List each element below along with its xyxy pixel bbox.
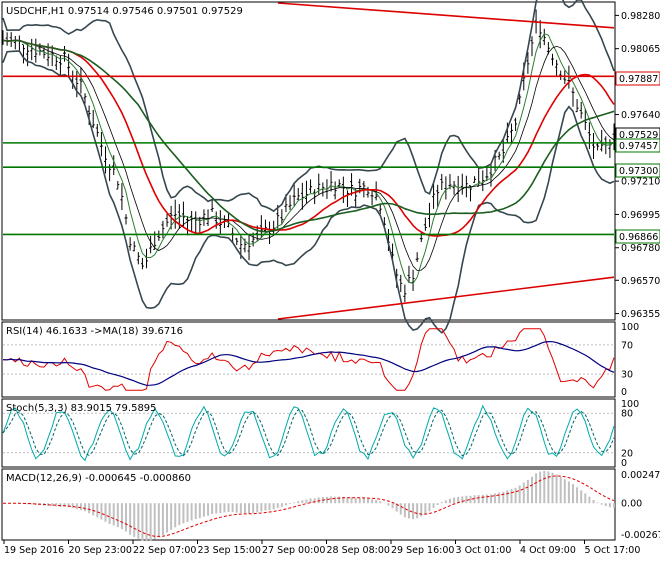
time-axis-label: 27 Sep 00:00: [262, 545, 325, 556]
rsi-tick-label: 30: [621, 370, 633, 381]
price-tick-label: 0.97210: [621, 177, 660, 188]
stoch-tick-label: 20: [621, 448, 633, 459]
stoch-pane: [1, 398, 616, 468]
price-tick-label: 0.97640: [621, 110, 660, 121]
bollinger-upper-line: [2, 0, 615, 213]
time-axis-label: 19 Sep 2016: [4, 545, 64, 556]
price-tick-label: 0.96995: [621, 210, 660, 221]
price-tag-res-red: 0.97887: [615, 71, 660, 86]
time-axis-label: 5 Oct 17:00: [585, 545, 641, 556]
price-tag-sup-g1: 0.97457: [615, 138, 660, 153]
macd-tick-label: 0.00: [621, 499, 642, 510]
price-tag-current-label: 0.97529: [619, 130, 658, 141]
macd-signal-line: [3, 475, 615, 537]
time-axis-label: 23 Sep 15:00: [198, 545, 261, 556]
time-axis-label: 20 Sep 23:00: [69, 545, 132, 556]
price-tag-sup-g2: 0.97300: [615, 163, 660, 178]
ma-mid-line: [2, 39, 615, 271]
price-tag-res-red-label: 0.97887: [619, 74, 658, 85]
price-tick-label: 0.98280: [621, 11, 660, 22]
price-tag-sup-g3: 0.96866: [615, 229, 660, 244]
macd-series-layer: [3, 470, 615, 542]
stoch-signal-line: [2, 409, 615, 457]
rsi-ma-line: [2, 340, 615, 386]
time-axis-label: 28 Sep 08:00: [327, 545, 390, 556]
price-pane-header: USDCHF,H1 0.97514 0.97546 0.97501 0.9752…: [6, 6, 243, 17]
rsi-line: [2, 328, 615, 391]
macd-pane-header: MACD(12,26,9) -0.000645 -0.000860: [6, 473, 191, 484]
price-tag-sup-g1-label: 0.97457: [619, 141, 658, 152]
price-tick-label: 0.96355: [621, 309, 660, 320]
stoch-main-line: [2, 404, 615, 462]
rsi-tick-label: 70: [621, 340, 633, 351]
price-tick-label: 0.96570: [621, 276, 660, 287]
rsi-pane: [1, 321, 616, 398]
price-tag-sup-g3-label: 0.96866: [619, 232, 658, 243]
time-axis-label: 22 Sep 07:00: [133, 545, 196, 556]
price-tick-label: 0.96780: [621, 243, 660, 254]
rsi-tick-label: 100: [621, 322, 639, 333]
stoch-tick-label: 100: [621, 399, 639, 410]
price-tag-sup-g2-label: 0.97300: [619, 166, 658, 177]
rsi-pane-header: RSI(14) 46.1633 ->MA(18) 39.6716: [6, 326, 183, 337]
bollinger-lower-line: [2, 50, 615, 334]
level-lines-layer: [3, 2, 615, 320]
time-axis-label: 29 Sep 16:00: [391, 545, 454, 556]
trend-line: [277, 276, 615, 320]
macd-tick-label: 0.002474: [621, 470, 660, 481]
price-tick-label: 0.98065: [621, 44, 660, 55]
stoch-series-layer: [2, 404, 615, 462]
stoch-pane-header: Stoch(5,3,3) 83.9015 79.5895: [6, 403, 157, 414]
ma-green-line: [2, 39, 615, 233]
macd-tick-label: -0.002679: [621, 530, 660, 541]
price-pane: [1, 1, 616, 321]
time-axis: 19 Sep 2016 20 Sep 23:00 22 Sep 07:00 23 Se…: [3, 540, 641, 556]
time-axis-label: 4 Oct 09:00: [520, 545, 576, 556]
time-axis-label: 3 Oct 01:00: [456, 545, 512, 556]
rsi-series-layer: [2, 328, 615, 391]
trend-line: [277, 2, 615, 29]
rsi-tick-label: 0: [621, 387, 627, 398]
stoch-tick-label: 0: [621, 458, 627, 469]
stoch-tick-label: 80: [621, 409, 633, 420]
price-series-layer: [1, 0, 616, 334]
